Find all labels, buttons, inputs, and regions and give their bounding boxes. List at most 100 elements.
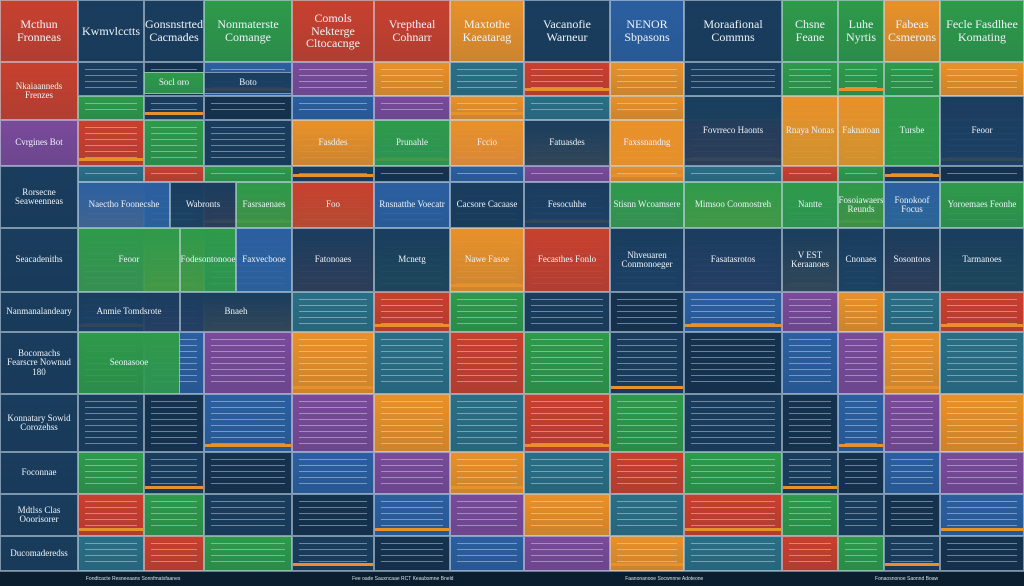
cell-label: Feoor — [118, 254, 140, 265]
labeled-cell: Fatonoaes — [292, 228, 374, 292]
matrix-cell — [292, 394, 374, 452]
text-lines — [381, 173, 443, 175]
matrix-cell — [450, 536, 524, 571]
text-lines — [691, 339, 775, 387]
labeled-cell: Fodesontonooe — [180, 228, 236, 292]
matrix-cell — [374, 62, 450, 96]
text-lines — [845, 459, 877, 487]
text-lines — [299, 459, 367, 487]
accent-bar — [685, 324, 781, 327]
matrix-cell — [292, 96, 374, 120]
cell-label: Boto — [239, 77, 257, 88]
footer-text: Fee oade Sauxncaae RCT Keaubsmne Bneld — [352, 576, 454, 582]
cell-label: Comols Nekterge Cltocacnge — [306, 11, 360, 51]
cell-label: Tursbe — [899, 125, 925, 136]
matrix-cell — [524, 452, 610, 494]
cell-label: Rnaya Nonas — [785, 125, 835, 136]
matrix-cell — [292, 332, 374, 394]
text-lines — [85, 501, 137, 529]
text-lines — [789, 69, 831, 89]
labeled-cell: Faknatoan — [838, 96, 884, 166]
labeled-cell: Nawe Fasoe — [450, 228, 524, 292]
matrix-cell — [884, 292, 940, 332]
cell-label: Faknatoan — [842, 125, 880, 136]
matrix-cell — [374, 394, 450, 452]
labeled-cell: Bnaeh — [180, 292, 292, 332]
column-header: Luhe Nyrtis — [838, 0, 884, 62]
cell-label: Rnsnatthe Voecatr — [379, 199, 445, 210]
accent-bar — [525, 88, 609, 91]
cell-label: Sosontoos — [893, 254, 931, 265]
matrix-cell — [292, 62, 374, 96]
accent-bar — [885, 563, 939, 566]
text-lines — [947, 501, 1017, 529]
matrix-cell — [524, 494, 610, 536]
text-lines — [299, 501, 367, 529]
text-lines — [789, 339, 831, 387]
matrix-cell — [884, 536, 940, 571]
matrix-cell — [204, 536, 292, 571]
accent-bar — [611, 386, 683, 389]
labeled-cell: Fovrreco Haonts — [684, 96, 782, 166]
column-header: Nonmaterste Comange — [204, 0, 292, 62]
text-lines — [457, 173, 517, 175]
cell-label: Nantte — [798, 199, 822, 210]
text-lines — [691, 501, 775, 529]
text-lines — [947, 299, 1017, 325]
accent-bar — [451, 486, 523, 489]
matrix-cell — [684, 494, 782, 536]
text-lines — [211, 543, 285, 564]
text-lines — [151, 543, 197, 564]
text-lines — [789, 459, 831, 487]
matrix-cell — [78, 96, 144, 120]
text-lines — [845, 299, 877, 325]
cell-label: Cnonaes — [845, 254, 877, 265]
labeled-cell: Yoroemaes Feonhe — [940, 182, 1024, 228]
matrix-cell — [838, 536, 884, 571]
text-lines — [457, 501, 517, 529]
column-header: Moraafional Commns — [684, 0, 782, 62]
matrix-cell — [78, 494, 144, 536]
matrix-cell — [524, 62, 610, 96]
column-header: Mcthun Fronneas — [0, 0, 78, 62]
matrix-cell — [144, 166, 204, 182]
text-lines — [891, 459, 933, 487]
matrix-cell — [450, 292, 524, 332]
accent-bar — [293, 563, 373, 566]
text-lines — [381, 103, 443, 113]
cell-label: Yoroemaes Feonhe — [947, 199, 1017, 210]
text-lines — [381, 459, 443, 487]
text-lines — [211, 127, 285, 159]
matrix-cell — [940, 536, 1024, 571]
labeled-cell: Rnsnatthe Voecatr — [374, 182, 450, 228]
text-lines — [299, 299, 367, 325]
accent-bar — [941, 324, 1023, 327]
text-lines — [947, 173, 1017, 175]
matrix-cell — [940, 452, 1024, 494]
matrix-cell — [838, 394, 884, 452]
matrix-cell — [940, 494, 1024, 536]
labeled-cell: Wabronts — [170, 182, 236, 228]
matrix-cell — [144, 494, 204, 536]
cell-label: Naectho Foonecshe — [88, 199, 160, 210]
matrix-cell — [144, 96, 204, 120]
accent-bar — [611, 563, 683, 566]
matrix-cell — [524, 536, 610, 571]
text-lines — [299, 69, 367, 89]
matrix-cell — [782, 292, 838, 332]
column-header: Chsne Feane — [782, 0, 838, 62]
matrix-cell — [374, 332, 450, 394]
text-lines — [531, 173, 603, 175]
text-lines — [789, 299, 831, 325]
cell-label: Bnaeh — [224, 306, 248, 317]
matrix-cell — [78, 536, 144, 571]
text-lines — [299, 339, 367, 387]
text-lines — [691, 299, 775, 325]
matrix-cell — [204, 332, 292, 394]
matrix-cell — [940, 292, 1024, 332]
cell-label: Fosoiawaers Reunds — [838, 194, 884, 214]
matrix-cell — [450, 494, 524, 536]
text-lines — [299, 543, 367, 564]
text-lines — [85, 401, 137, 445]
cell-label: Seacadeniths — [15, 254, 63, 265]
